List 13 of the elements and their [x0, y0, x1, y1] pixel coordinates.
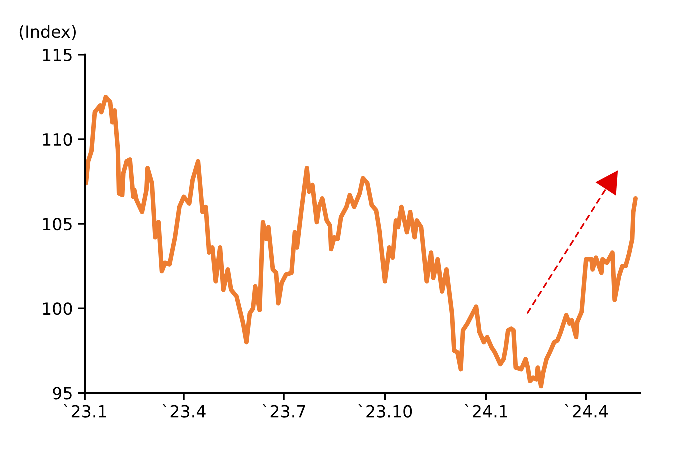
x-tick-label: `24.1: [464, 404, 508, 418]
x-tick-label: `23.10: [358, 404, 412, 418]
x-tick-label: `23.7: [262, 404, 306, 418]
y-tick-label: 100: [43, 302, 72, 316]
y-tick-label: 110: [43, 133, 72, 146]
x-tick-label: `23.4: [162, 404, 206, 418]
y-axis-title: (Index): [20, 25, 76, 40]
y-tick-label: 105: [43, 218, 72, 231]
line-series: [85, 94, 638, 389]
y-tick-label: 95: [53, 387, 72, 400]
y-tick-label: 115: [43, 49, 72, 62]
x-tick-label: `24.4: [564, 404, 608, 418]
x-tick-label: `23.1: [64, 404, 106, 418]
